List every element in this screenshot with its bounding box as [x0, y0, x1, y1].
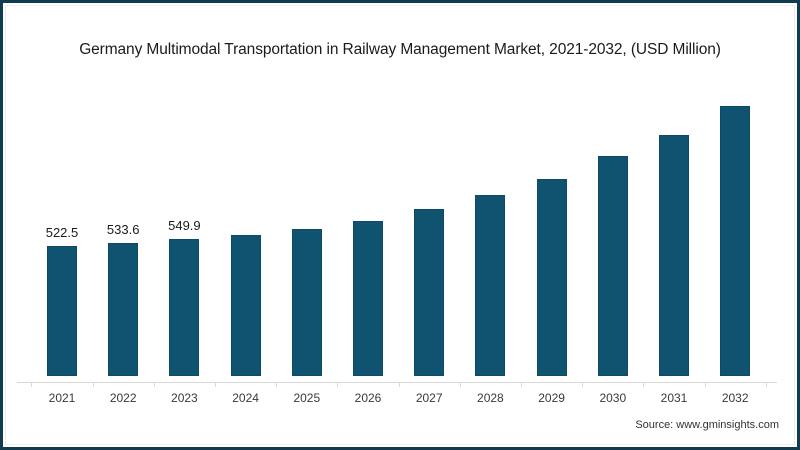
bar-rect-2031: [659, 134, 689, 376]
bar-rect-2030: [597, 156, 628, 376]
x-axis-label-2027: 2027: [415, 391, 443, 405]
bar-2031: [659, 134, 689, 376]
bar-rect-2027: [414, 209, 445, 376]
bar-rect-2028: [475, 195, 506, 376]
source-attribution: Source: www.gminsights.com: [635, 419, 779, 431]
x-axis-label-2030: 2030: [599, 391, 627, 405]
tick-mark-2029: [521, 382, 522, 387]
x-axis-label-2029: 2029: [538, 391, 565, 405]
bar-rect-2023: [169, 239, 200, 376]
x-axis-label-2024: 2024: [232, 391, 259, 405]
tick-mark-end: [765, 382, 767, 387]
tick-mark-2026: [337, 382, 339, 387]
bar-rect-2026: [353, 221, 383, 376]
tick-mark-2030: [582, 382, 584, 387]
tick-mark-2032: [704, 382, 706, 387]
bar-value-label-2021: 522.5: [45, 225, 79, 240]
bar-2021: 522.5: [46, 225, 78, 376]
bar-2025: [291, 228, 322, 376]
x-axis-label-2028: 2028: [477, 391, 504, 405]
bar-2026: [353, 221, 383, 376]
tick-mark-2022: [92, 382, 94, 387]
bar-2028: [475, 195, 506, 376]
x-axis-label-2031: 2031: [660, 391, 688, 405]
x-axis-label-2025: 2025: [293, 391, 321, 405]
tick-mark-2027: [398, 382, 400, 387]
bar-rect-2025: [291, 228, 322, 376]
bar-2024: [230, 234, 261, 376]
bar-rect-2021: [47, 246, 77, 376]
bar-value-label-2023: 549.9: [168, 218, 201, 234]
bar-2030: [597, 156, 628, 376]
x-axis-label-2026: 2026: [354, 391, 382, 405]
tick-mark-2031: [643, 382, 645, 387]
bar-2029: [536, 178, 567, 376]
tick-mark-2024: [215, 382, 216, 387]
bar-2023: 549.9: [168, 218, 201, 376]
tick-mark-2023: [153, 382, 155, 387]
bar-2032: [720, 106, 751, 376]
x-axis-label-2021: 2021: [48, 391, 76, 405]
x-axis-label-2022: 2022: [109, 391, 137, 405]
bar-rect-2022: [108, 243, 139, 376]
tick-mark-2028: [459, 382, 461, 387]
tick-mark-2025: [276, 382, 278, 387]
tick-mark-2021: [31, 382, 33, 387]
x-axis-line: [17, 382, 777, 383]
page-title: Germany Multimodal Transportation in Rai…: [79, 41, 721, 58]
bar-rect-2032: [720, 106, 751, 376]
bar-2027: [414, 209, 445, 376]
x-axis-label-2032: 2032: [721, 391, 749, 405]
bar-rect-2029: [536, 178, 567, 376]
bar-2022: 533.6: [107, 222, 139, 376]
bar-value-label-2022: 533.6: [106, 222, 140, 238]
x-axis-label-2023: 2023: [171, 391, 198, 405]
bar-rect-2024: [230, 234, 261, 376]
